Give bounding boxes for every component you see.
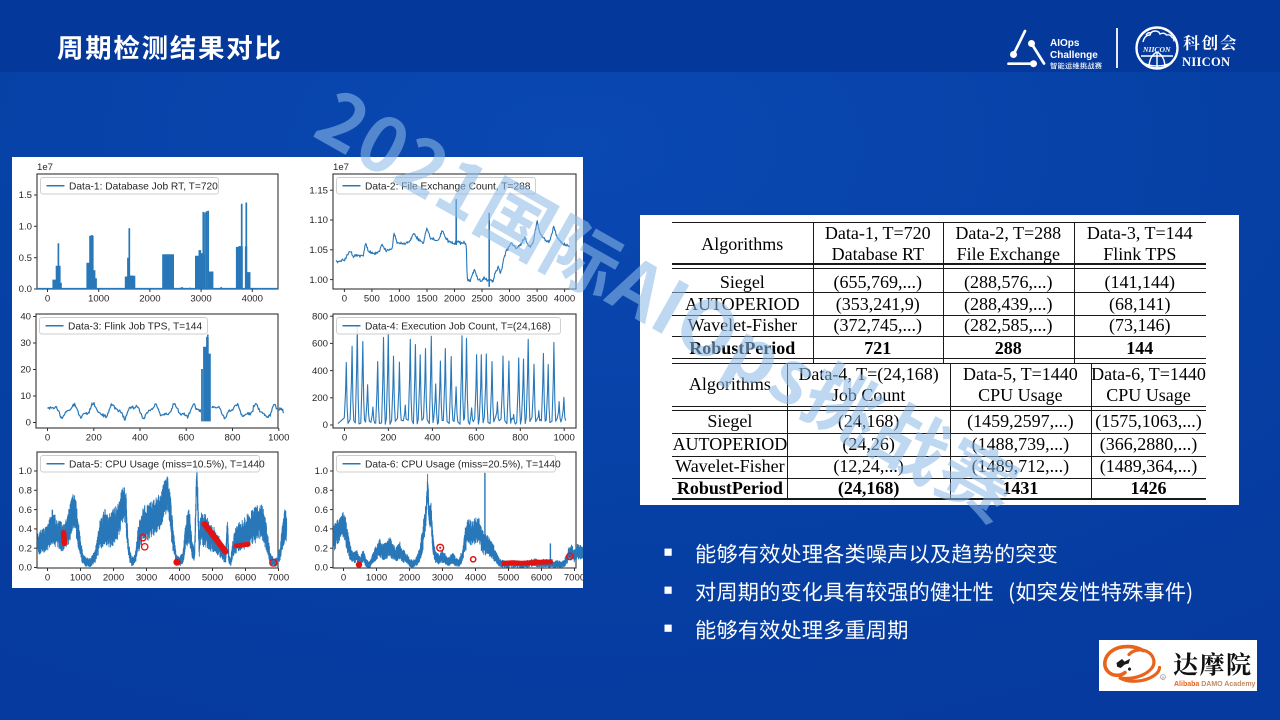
svg-text:3500: 3500 <box>526 294 547 305</box>
svg-text:Data-6: CPU Usage (miss=20.5%): Data-6: CPU Usage (miss=20.5%), T=1440 <box>365 459 561 470</box>
svg-text:2000: 2000 <box>103 573 124 584</box>
svg-text:0: 0 <box>323 420 328 431</box>
svg-text:Data-3: Flink Job TPS, T=144: Data-3: Flink Job TPS, T=144 <box>68 321 202 332</box>
svg-text:0.0: 0.0 <box>19 563 32 574</box>
svg-text:10: 10 <box>20 391 31 402</box>
svg-text:2000: 2000 <box>139 294 160 305</box>
svg-text:1000: 1000 <box>389 294 410 305</box>
svg-text:1.00: 1.00 <box>309 275 328 286</box>
svg-text:1.0: 1.0 <box>315 466 328 477</box>
svg-text:1.05: 1.05 <box>309 245 328 256</box>
svg-text:4000: 4000 <box>242 294 263 305</box>
svg-text:0.5: 0.5 <box>19 253 32 264</box>
svg-text:800: 800 <box>512 433 528 444</box>
svg-text:Data-5: CPU Usage (miss=10.5%): Data-5: CPU Usage (miss=10.5%), T=1440 <box>69 459 265 470</box>
svg-text:3000: 3000 <box>499 294 520 305</box>
svg-text:3000: 3000 <box>136 573 157 584</box>
svg-text:1000: 1000 <box>268 433 289 444</box>
svg-text:1.0: 1.0 <box>19 466 32 477</box>
svg-text:30: 30 <box>20 338 31 349</box>
svg-text:1000: 1000 <box>366 573 387 584</box>
svg-text:20: 20 <box>20 365 31 376</box>
svg-text:0.0: 0.0 <box>19 284 32 295</box>
svg-text:6000: 6000 <box>235 573 256 584</box>
svg-text:R: R <box>1162 675 1165 680</box>
svg-text:0.2: 0.2 <box>19 543 32 554</box>
svg-text:3000: 3000 <box>190 294 211 305</box>
svg-text:0: 0 <box>45 433 50 444</box>
svg-text:5000: 5000 <box>202 573 223 584</box>
svg-text:AIOps: AIOps <box>1050 38 1080 49</box>
svg-text:0.6: 0.6 <box>315 505 328 516</box>
svg-text:7000: 7000 <box>268 573 289 584</box>
svg-text:1.5: 1.5 <box>19 190 32 201</box>
svg-text:600: 600 <box>312 339 328 350</box>
svg-text:NIICON: NIICON <box>1142 45 1171 54</box>
svg-text:800: 800 <box>312 311 328 322</box>
svg-text:4000: 4000 <box>169 573 190 584</box>
svg-text:600: 600 <box>178 433 194 444</box>
svg-text:1500: 1500 <box>416 294 437 305</box>
svg-text:6000: 6000 <box>531 573 552 584</box>
svg-text:40: 40 <box>20 312 31 323</box>
svg-text:200: 200 <box>86 433 102 444</box>
svg-text:0: 0 <box>342 294 347 305</box>
svg-text:400: 400 <box>424 433 440 444</box>
svg-text:0.4: 0.4 <box>315 524 329 535</box>
svg-text:2000: 2000 <box>444 294 465 305</box>
svg-text:1000: 1000 <box>88 294 109 305</box>
svg-text:3000: 3000 <box>432 573 453 584</box>
svg-text:1000: 1000 <box>70 573 91 584</box>
svg-text:1e7: 1e7 <box>333 162 349 173</box>
svg-text:0: 0 <box>45 294 50 305</box>
svg-text:1.15: 1.15 <box>309 185 328 196</box>
svg-text:Challenge: Challenge <box>1050 50 1098 61</box>
svg-text:0: 0 <box>342 433 347 444</box>
svg-text:0.8: 0.8 <box>19 486 32 497</box>
svg-text:NIICON: NIICON <box>1182 55 1230 69</box>
svg-text:4000: 4000 <box>554 294 575 305</box>
svg-text:1.10: 1.10 <box>309 215 328 226</box>
svg-text:600: 600 <box>468 433 484 444</box>
svg-text:7000: 7000 <box>564 573 583 584</box>
svg-text:Data-2: File Exchange Count, T: Data-2: File Exchange Count, T=288 <box>365 181 531 192</box>
svg-text:400: 400 <box>312 366 328 377</box>
svg-text:Alibaba DAMO Academy: Alibaba DAMO Academy <box>1174 681 1256 688</box>
svg-text:800: 800 <box>224 433 240 444</box>
svg-text:200: 200 <box>380 433 396 444</box>
svg-text:0.6: 0.6 <box>19 505 32 516</box>
svg-text:1e7: 1e7 <box>37 162 53 173</box>
svg-text:4000: 4000 <box>465 573 486 584</box>
svg-text:0: 0 <box>26 418 31 429</box>
svg-text:Data-4: Execution Job Count, T: Data-4: Execution Job Count, T=(24,168) <box>365 321 551 332</box>
svg-text:2500: 2500 <box>471 294 492 305</box>
svg-text:0: 0 <box>45 573 50 584</box>
svg-text:2000: 2000 <box>399 573 420 584</box>
svg-text:Data-1: Database Job RT, T=720: Data-1: Database Job RT, T=720 <box>69 181 218 192</box>
svg-text:5000: 5000 <box>498 573 519 584</box>
svg-text:0.0: 0.0 <box>315 563 328 574</box>
svg-text:0.4: 0.4 <box>19 524 33 535</box>
svg-text:0: 0 <box>341 573 346 584</box>
svg-text:400: 400 <box>132 433 148 444</box>
svg-text:200: 200 <box>312 393 328 404</box>
svg-text:500: 500 <box>364 294 380 305</box>
svg-text:1000: 1000 <box>554 433 575 444</box>
svg-text:1.0: 1.0 <box>19 222 32 233</box>
svg-text:0.8: 0.8 <box>315 486 328 497</box>
svg-text:0.2: 0.2 <box>315 543 328 554</box>
